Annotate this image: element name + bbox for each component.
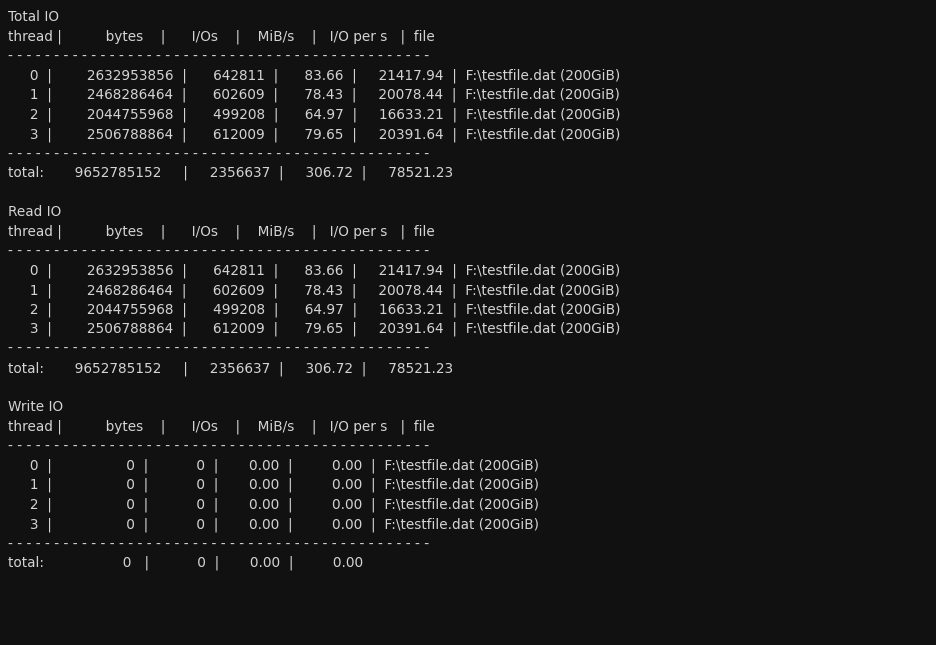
Text: - - - - - - - - - - - - - - - - - - - - - - - - - - - - - - - - - - - - - - - - : - - - - - - - - - - - - - - - - - - - - … <box>8 146 429 161</box>
Text: Write IO: Write IO <box>8 400 63 414</box>
Text: - - - - - - - - - - - - - - - - - - - - - - - - - - - - - - - - - - - - - - - - : - - - - - - - - - - - - - - - - - - - - … <box>8 244 429 258</box>
Text: 2  |                 0  |           0  |       0.00  |         0.00  |  F:\testf: 2 | 0 | 0 | 0.00 | 0.00 | F:\testf <box>8 497 539 512</box>
Text: 1  |        2468286464  |      602609  |      78.43  |     20078.44  |  F:\testf: 1 | 2468286464 | 602609 | 78.43 | 20078.… <box>8 88 620 103</box>
Text: 0  |                 0  |           0  |       0.00  |         0.00  |  F:\testf: 0 | 0 | 0 | 0.00 | 0.00 | F:\testf <box>8 459 539 473</box>
Text: 0  |        2632953856  |      642811  |      83.66  |     21417.94  |  F:\testf: 0 | 2632953856 | 642811 | 83.66 | 21417.… <box>8 68 621 83</box>
Text: thread |          bytes    |      I/Os    |    MiB/s    |   I/O per s   |  file: thread | bytes | I/Os | MiB/s | I/O per … <box>8 30 434 44</box>
Text: 3  |        2506788864  |      612009  |      79.65  |     20391.64  |  F:\testf: 3 | 2506788864 | 612009 | 79.65 | 20391.… <box>8 127 621 141</box>
Text: 1  |                 0  |           0  |       0.00  |         0.00  |  F:\testf: 1 | 0 | 0 | 0.00 | 0.00 | F:\testf <box>8 478 539 493</box>
Text: 2  |        2044755968  |      499208  |      64.97  |     16633.21  |  F:\testf: 2 | 2044755968 | 499208 | 64.97 | 16633.… <box>8 108 621 122</box>
Text: Total IO: Total IO <box>8 10 59 24</box>
Text: total:       9652785152     |     2356637  |     306.72  |     78521.23: total: 9652785152 | 2356637 | 306.72 | 7… <box>8 166 453 181</box>
Text: 2  |        2044755968  |      499208  |      64.97  |     16633.21  |  F:\testf: 2 | 2044755968 | 499208 | 64.97 | 16633.… <box>8 303 621 317</box>
Text: total:       9652785152     |     2356637  |     306.72  |     78521.23: total: 9652785152 | 2356637 | 306.72 | 7… <box>8 361 453 375</box>
Text: thread |          bytes    |      I/Os    |    MiB/s    |   I/O per s   |  file: thread | bytes | I/Os | MiB/s | I/O per … <box>8 419 434 434</box>
Text: 3  |                 0  |           0  |       0.00  |         0.00  |  F:\testf: 3 | 0 | 0 | 0.00 | 0.00 | F:\testf <box>8 517 539 531</box>
Text: - - - - - - - - - - - - - - - - - - - - - - - - - - - - - - - - - - - - - - - - : - - - - - - - - - - - - - - - - - - - - … <box>8 537 429 550</box>
Text: - - - - - - - - - - - - - - - - - - - - - - - - - - - - - - - - - - - - - - - - : - - - - - - - - - - - - - - - - - - - - … <box>8 439 429 453</box>
Text: 0  |        2632953856  |      642811  |      83.66  |     21417.94  |  F:\testf: 0 | 2632953856 | 642811 | 83.66 | 21417.… <box>8 264 621 278</box>
Text: - - - - - - - - - - - - - - - - - - - - - - - - - - - - - - - - - - - - - - - - : - - - - - - - - - - - - - - - - - - - - … <box>8 49 429 63</box>
Text: 3  |        2506788864  |      612009  |      79.65  |     20391.64  |  F:\testf: 3 | 2506788864 | 612009 | 79.65 | 20391.… <box>8 322 621 337</box>
Text: Read IO: Read IO <box>8 205 61 219</box>
Text: thread |          bytes    |      I/Os    |    MiB/s    |   I/O per s   |  file: thread | bytes | I/Os | MiB/s | I/O per … <box>8 224 434 239</box>
Text: - - - - - - - - - - - - - - - - - - - - - - - - - - - - - - - - - - - - - - - - : - - - - - - - - - - - - - - - - - - - - … <box>8 341 429 355</box>
Text: total:                  0   |           0  |       0.00  |         0.00: total: 0 | 0 | 0.00 | 0.00 <box>8 556 363 570</box>
Text: 1  |        2468286464  |      602609  |      78.43  |     20078.44  |  F:\testf: 1 | 2468286464 | 602609 | 78.43 | 20078.… <box>8 283 620 297</box>
